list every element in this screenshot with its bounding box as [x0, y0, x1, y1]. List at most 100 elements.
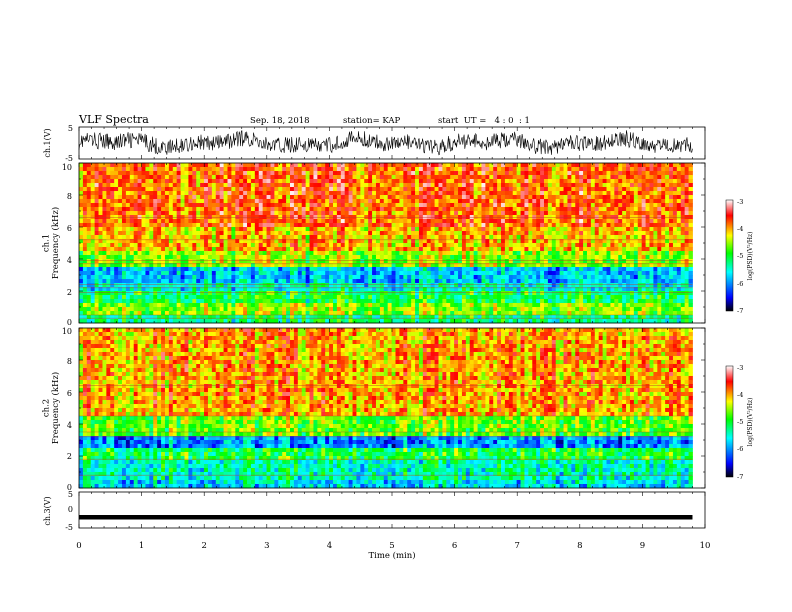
spectrogram-cell	[375, 175, 381, 180]
spectrogram-cell	[375, 163, 381, 168]
spectrogram-cell	[172, 267, 178, 272]
spectrogram-cell	[473, 239, 478, 244]
spectrogram-cell	[379, 187, 385, 192]
spectrogram-cell	[465, 171, 471, 176]
spectrogram-cell	[571, 283, 576, 288]
spectrogram-cell	[286, 259, 291, 264]
spectrogram-cell	[399, 275, 404, 280]
spectrogram-cell	[282, 203, 287, 208]
spectrogram-cell	[559, 191, 564, 196]
spectrogram-cell	[227, 211, 232, 216]
spectrogram-cell	[157, 279, 162, 284]
spectrogram-cell	[387, 223, 392, 228]
spectrogram-cell	[262, 243, 267, 248]
spectrogram-cell	[297, 195, 303, 200]
spectrogram-cell	[598, 171, 604, 176]
spectrogram-cell	[352, 247, 357, 252]
spectrogram-cell	[626, 183, 631, 188]
spectrogram-cell	[516, 227, 521, 232]
spectrogram-cell	[153, 259, 158, 264]
spectrogram-cell	[133, 183, 139, 188]
spectrogram-cell	[688, 283, 693, 288]
spectrogram-cell	[153, 247, 158, 252]
spectrogram-cell	[207, 167, 213, 172]
spectrogram-cell	[555, 271, 561, 276]
spectrogram-cell	[293, 175, 299, 180]
spectrogram-cell	[536, 223, 541, 228]
spectrogram-cell	[344, 267, 350, 272]
spectrogram-cell	[200, 207, 205, 212]
spectrogram-cell	[684, 219, 689, 224]
spectrogram-cell	[180, 223, 185, 228]
spectrogram-cell	[461, 267, 467, 272]
spectrogram-cell	[98, 163, 103, 168]
spectrogram-cell	[79, 195, 84, 200]
spectrogram-cell	[442, 187, 447, 192]
spectrogram-cell	[469, 171, 475, 176]
spectrogram-cell	[207, 163, 213, 168]
spectrogram-cell	[188, 179, 193, 184]
spectrogram-cell	[594, 179, 600, 184]
spectrogram-cell	[614, 187, 619, 192]
spectrogram-cell	[348, 167, 353, 172]
spectrogram-cell	[297, 271, 303, 276]
spectrogram-cell	[133, 239, 139, 244]
spectrogram-cell	[262, 211, 267, 216]
spectrogram-cell	[157, 175, 162, 180]
spectrogram-cell	[520, 175, 525, 180]
spectrogram-cell	[524, 267, 529, 272]
spectrogram-cell	[145, 271, 150, 276]
spectrogram-cell	[305, 223, 310, 228]
spectrogram-cell	[614, 255, 619, 260]
spectrogram-cell	[586, 175, 592, 180]
spectrogram-cell	[266, 167, 271, 172]
spectrogram-cell	[145, 275, 150, 280]
spectrogram-cell	[516, 231, 521, 236]
spectrogram-cell	[618, 247, 623, 252]
spectrogram-cell	[407, 187, 412, 192]
spectrogram-cell	[278, 259, 283, 264]
spectrogram-cell	[512, 167, 518, 172]
spectrogram-cell	[375, 267, 381, 272]
spectrogram-cell	[321, 207, 326, 212]
spectrogram-cell	[254, 247, 260, 252]
spectrogram-cell	[145, 199, 150, 204]
spectrogram-cell	[231, 275, 236, 280]
spectrogram-cell	[465, 187, 471, 192]
spectrogram-cell	[688, 231, 693, 236]
spectrogram-cell	[504, 271, 510, 276]
spectrogram-cell	[516, 175, 521, 180]
spectrogram-cell	[543, 239, 549, 244]
spectrogram-cell	[211, 199, 217, 204]
spectrogram-cell	[211, 267, 217, 272]
spectrogram-cell	[684, 267, 689, 272]
spectrogram-cell	[583, 207, 588, 212]
spectrogram-cell	[598, 203, 604, 208]
spectrogram-cell	[153, 167, 158, 172]
spectrogram-cell	[231, 235, 236, 240]
spectrogram-cell	[512, 187, 518, 192]
spectrogram-cell	[641, 279, 646, 284]
spectrogram-cell	[590, 187, 596, 192]
spectrogram-cell	[114, 255, 119, 260]
spectrogram-cell	[375, 259, 381, 264]
spectrogram-cell	[418, 163, 424, 168]
spectrogram-cell	[121, 247, 127, 252]
spectrogram-cell	[293, 255, 299, 260]
spectrogram-cell	[79, 275, 84, 280]
spectrogram-cell	[293, 263, 299, 268]
spectrogram-cell	[438, 283, 443, 288]
spectrogram-cell	[317, 167, 322, 172]
spectrogram-cell	[520, 259, 525, 264]
spectrogram-cell	[329, 167, 334, 172]
spectrogram-cell	[270, 239, 275, 244]
spectrogram-cell	[247, 231, 252, 236]
spectrogram-cell	[356, 175, 361, 180]
spectrogram-cell	[501, 227, 506, 232]
spectrogram-cell	[290, 239, 295, 244]
spectrogram-cell	[676, 271, 682, 276]
spectrogram-cell	[641, 259, 646, 264]
spectrogram-cell	[188, 235, 193, 240]
spectrogram-cell	[368, 219, 373, 224]
spectrogram-cell	[336, 211, 342, 216]
